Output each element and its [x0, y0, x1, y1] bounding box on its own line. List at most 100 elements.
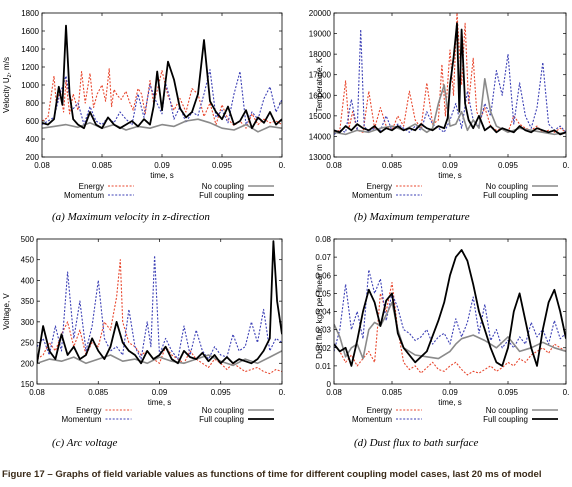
- series-line-fullcoupling: [37, 240, 282, 365]
- y-tick-label: 17000: [309, 71, 332, 80]
- x-tick-label: 0.09: [152, 388, 168, 397]
- legend-label: Momentum: [352, 415, 392, 424]
- y-tick-label: 0.01: [315, 362, 331, 371]
- panel-subcaption: (d) Dust flux to bath surface: [354, 437, 478, 449]
- legend-label: Energy: [76, 406, 101, 415]
- x-tick-label: 0.: [563, 388, 570, 397]
- legend-label: Energy: [367, 182, 392, 191]
- x-tick-label: 0.08: [326, 161, 342, 170]
- y-tick-label: 250: [21, 339, 35, 348]
- x-tick-label: 0.08: [29, 388, 45, 397]
- figure-caption: Figure 17 – Graphs of field variable val…: [2, 469, 542, 480]
- chart-panel-1: 0.08 0.085 0.09 0.095 0. 200 400 600 800 1000 1200…: [2, 9, 285, 223]
- y-tick-label: 0.04: [315, 308, 331, 317]
- x-tick-label: 0.095: [211, 388, 232, 397]
- y-tick-label: 0.06: [315, 271, 331, 280]
- x-tick-label: 0.085: [382, 161, 403, 170]
- y-axis-label: Temperature, K: [315, 57, 324, 112]
- y-tick-label: 16000: [309, 91, 332, 100]
- panel-subcaption: (c) Arc voltage: [52, 437, 117, 449]
- series-line-momentum: [334, 269, 566, 352]
- x-axis-label: time, s: [438, 398, 462, 407]
- y-tick-label: 400: [26, 135, 40, 144]
- series-line-fullcoupling: [334, 22, 566, 136]
- y-tick-label: 350: [21, 297, 35, 306]
- y-tick-label: 0: [327, 380, 332, 389]
- y-tick-label: 13000: [309, 153, 332, 162]
- legend-label: Energy: [79, 182, 104, 191]
- panel-subcaption: (a) Maximum velocity in z-direction: [52, 211, 210, 223]
- y-tick-label: 600: [26, 117, 40, 126]
- y-tick-label: 150: [21, 380, 35, 389]
- x-tick-label: 0.095: [498, 161, 519, 170]
- chart-panel-3: 0.08 0.085 0.09 0.095 0. 150 200 250 300 350 400 45…: [2, 235, 285, 449]
- y-tick-label: 1400: [21, 45, 39, 54]
- y-axis-label: Velocity Uz, m/s: [2, 57, 13, 113]
- plot-frame: [36, 238, 283, 385]
- y-tick-label: 1000: [21, 81, 39, 90]
- series-line-energy: [334, 281, 566, 376]
- legend-label: No coupling: [486, 406, 528, 415]
- legend-label: Momentum: [61, 415, 101, 424]
- series-line-nocoupling: [334, 301, 566, 360]
- y-axis-label: Voltage, V: [2, 293, 11, 330]
- legend-label: Full coupling: [483, 191, 528, 200]
- y-tick-label: 200: [21, 359, 35, 368]
- y-tick-label: 800: [26, 99, 40, 108]
- x-tick-label: 0.09: [154, 161, 170, 170]
- x-tick-label: 0.08: [326, 388, 342, 397]
- y-tick-label: 300: [21, 318, 35, 327]
- series-line-energy: [42, 68, 282, 129]
- legend-label: No coupling: [202, 182, 244, 191]
- y-tick-label: 1200: [21, 63, 39, 72]
- x-tick-label: 0.085: [92, 161, 113, 170]
- series-line-energy: [37, 259, 282, 375]
- y-tick-label: 0.07: [315, 253, 331, 262]
- x-tick-label: 0.09: [442, 388, 458, 397]
- legend-label: Energy: [367, 406, 392, 415]
- y-tick-label: 0.05: [315, 289, 331, 298]
- y-tick-label: 500: [21, 235, 35, 244]
- x-tick-label: 0.095: [212, 161, 233, 170]
- y-tick-label: 19000: [309, 30, 332, 39]
- y-tick-label: 0.08: [315, 235, 331, 244]
- y-tick-label: 1800: [21, 9, 39, 18]
- x-axis-label: time, s: [150, 171, 174, 180]
- panel-subcaption: (b) Maximum temperature: [354, 211, 470, 223]
- legend-label: Full coupling: [199, 415, 244, 424]
- series-line-nocoupling: [42, 118, 282, 133]
- y-axis-label: Dust flux, kg/s per linear m: [315, 264, 324, 359]
- x-tick-label: 0.085: [382, 388, 403, 397]
- x-axis-label: time, s: [438, 171, 462, 180]
- y-tick-label: 450: [21, 256, 35, 265]
- x-tick-label: 0.09: [442, 161, 458, 170]
- y-tick-label: 400: [21, 276, 35, 285]
- legend-label: Full coupling: [483, 415, 528, 424]
- y-tick-label: 0.02: [315, 344, 331, 353]
- series-line-momentum: [37, 255, 282, 360]
- series-line-fullcoupling: [42, 24, 282, 130]
- y-tick-label: 18000: [309, 50, 332, 59]
- y-tick-label: 1600: [21, 27, 39, 36]
- legend-label: No coupling: [486, 182, 528, 191]
- series-line-momentum: [334, 28, 566, 135]
- y-tick-label: 0.03: [315, 326, 331, 335]
- x-tick-label: 0.: [279, 161, 286, 170]
- x-axis-label: time, s: [148, 398, 172, 407]
- series-line-energy: [334, 13, 566, 133]
- series-line-nocoupling: [37, 350, 282, 367]
- legend-label: Full coupling: [199, 191, 244, 200]
- y-tick-label: 20000: [309, 9, 332, 18]
- legend-label: Momentum: [64, 191, 104, 200]
- x-tick-label: 0.: [279, 388, 286, 397]
- legend-label: No coupling: [202, 406, 244, 415]
- y-tick-label: 15000: [309, 112, 332, 121]
- series-line-fullcoupling: [334, 249, 566, 367]
- x-tick-label: 0.085: [88, 388, 109, 397]
- x-tick-label: 0.095: [498, 388, 519, 397]
- x-tick-label: 0.08: [34, 161, 50, 170]
- y-tick-label: 200: [26, 153, 40, 162]
- plot-frame: [333, 238, 567, 385]
- chart-panel-4: 0.08 0.085 0.09 0.095 0. 0 0.01 0.02 0.03 0.04 0.0…: [315, 235, 569, 449]
